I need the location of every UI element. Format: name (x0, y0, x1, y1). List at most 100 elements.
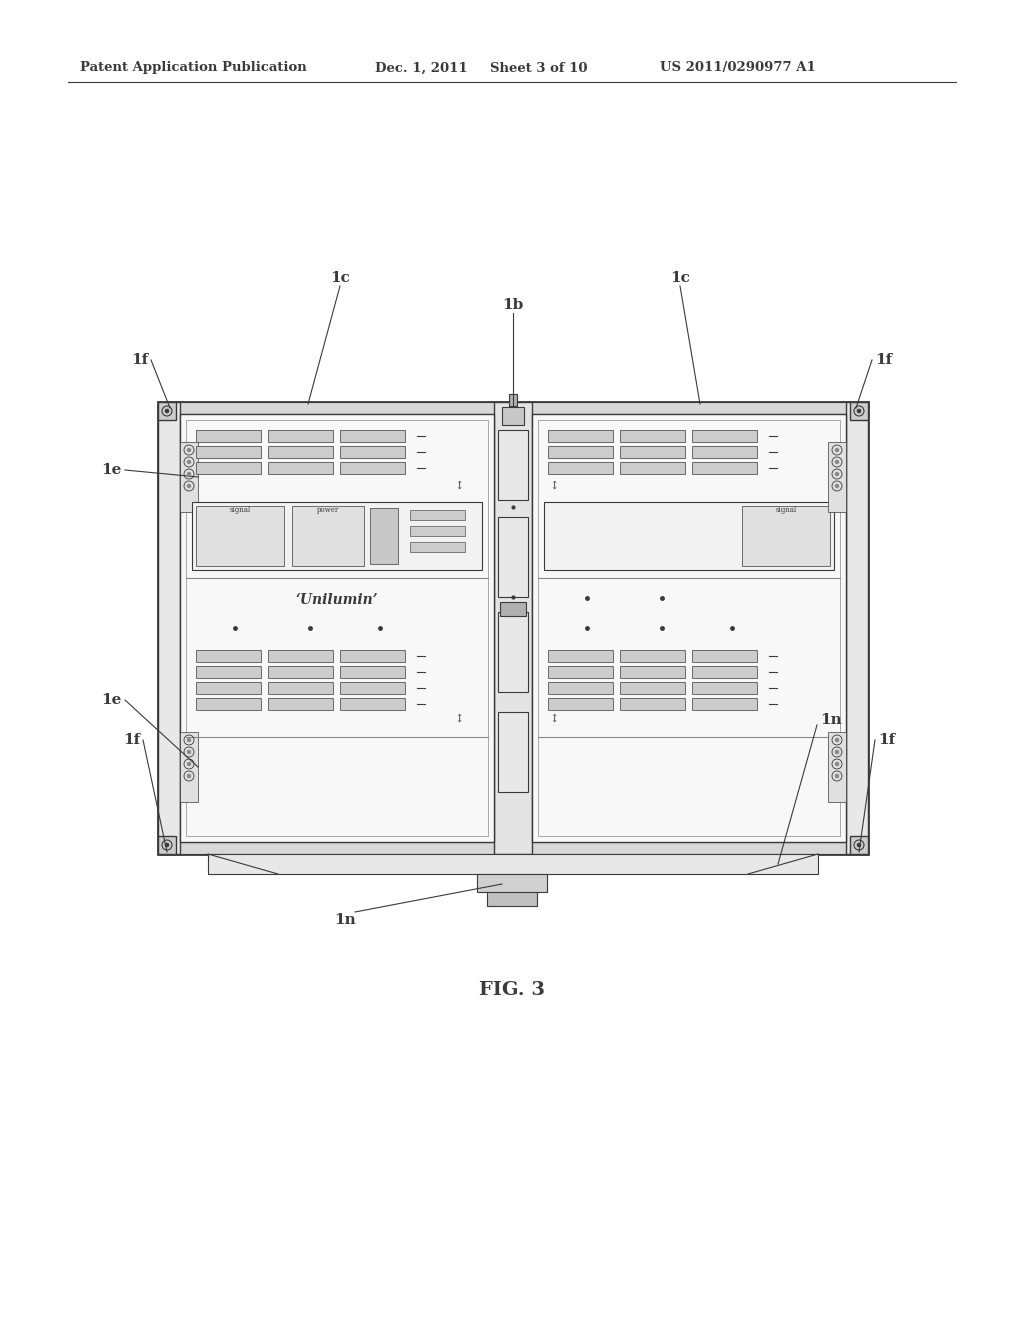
Text: 1f: 1f (874, 352, 892, 367)
Bar (620, 446, 685, 458)
Text: 1f: 1f (123, 733, 140, 747)
Bar (692, 462, 757, 474)
Circle shape (187, 762, 191, 766)
Bar (538, 420, 840, 836)
Circle shape (187, 473, 191, 477)
Bar (340, 649, 406, 663)
Text: ‘Unilumin’: ‘Unilumin’ (296, 593, 378, 607)
Bar (292, 506, 364, 566)
Bar (268, 667, 333, 678)
Bar (193, 502, 482, 570)
Bar (498, 711, 528, 792)
Text: signal: signal (775, 506, 797, 513)
Bar (620, 462, 685, 474)
Bar (828, 442, 846, 512)
Text: 1e: 1e (101, 463, 122, 477)
Bar (268, 462, 333, 474)
Bar (548, 430, 613, 442)
Text: 1f: 1f (878, 733, 895, 747)
Bar (180, 733, 198, 803)
Bar (828, 733, 846, 803)
Bar (532, 414, 846, 842)
Bar (196, 430, 261, 442)
Bar (180, 442, 198, 512)
Bar (268, 682, 333, 694)
Circle shape (835, 484, 839, 488)
Bar (620, 667, 685, 678)
Text: ↕: ↕ (549, 480, 559, 491)
Bar (620, 682, 685, 694)
Bar (180, 414, 494, 842)
Circle shape (187, 459, 191, 465)
Text: power: power (316, 506, 339, 513)
Bar (340, 667, 406, 678)
Bar (208, 854, 818, 874)
Circle shape (187, 484, 191, 488)
Bar (850, 403, 868, 420)
Text: Sheet 3 of 10: Sheet 3 of 10 (490, 62, 588, 74)
Bar (846, 403, 868, 854)
Bar (548, 649, 613, 663)
Circle shape (187, 738, 191, 742)
Bar (620, 649, 685, 663)
Bar (410, 543, 465, 552)
Text: ↕: ↕ (455, 714, 464, 723)
Bar (544, 502, 834, 570)
Text: 1c: 1c (670, 271, 690, 285)
Bar (196, 506, 284, 566)
Bar (410, 510, 465, 520)
Bar (548, 682, 613, 694)
Bar (158, 403, 176, 420)
Circle shape (835, 750, 839, 754)
Bar (548, 698, 613, 710)
Text: US 2011/0290977 A1: US 2011/0290977 A1 (660, 62, 816, 74)
Circle shape (165, 409, 169, 413)
Text: 1n: 1n (820, 713, 842, 727)
Text: ↕: ↕ (549, 714, 559, 723)
Bar (196, 649, 261, 663)
Bar (620, 698, 685, 710)
Bar (548, 667, 613, 678)
Bar (196, 698, 261, 710)
Bar (340, 682, 406, 694)
Bar (268, 446, 333, 458)
Bar (548, 446, 613, 458)
Bar (692, 430, 757, 442)
Bar (196, 446, 261, 458)
Bar (742, 506, 830, 566)
Bar (340, 462, 406, 474)
Bar (268, 430, 333, 442)
Bar (500, 602, 526, 616)
Bar (498, 612, 528, 692)
Bar (158, 403, 868, 854)
Circle shape (187, 774, 191, 777)
Circle shape (835, 447, 839, 451)
Bar (186, 420, 488, 836)
Bar (494, 403, 532, 854)
Bar (340, 698, 406, 710)
Text: Patent Application Publication: Patent Application Publication (80, 62, 307, 74)
Bar (268, 698, 333, 710)
Text: 1b: 1b (503, 298, 523, 312)
Bar (620, 430, 685, 442)
Bar (340, 446, 406, 458)
Bar (158, 403, 868, 414)
Bar (196, 682, 261, 694)
Text: 1c: 1c (330, 271, 350, 285)
Bar (487, 892, 537, 906)
Circle shape (165, 843, 169, 847)
Text: 1f: 1f (131, 352, 148, 367)
Bar (692, 649, 757, 663)
Bar (498, 430, 528, 500)
Circle shape (835, 774, 839, 777)
Circle shape (835, 738, 839, 742)
Bar (370, 508, 398, 564)
Circle shape (835, 473, 839, 477)
Text: ↕: ↕ (455, 480, 464, 491)
Text: Dec. 1, 2011: Dec. 1, 2011 (375, 62, 468, 74)
Text: signal: signal (229, 506, 251, 513)
Text: FIG. 3: FIG. 3 (479, 981, 545, 999)
Circle shape (187, 750, 191, 754)
Bar (502, 407, 524, 425)
Bar (196, 667, 261, 678)
